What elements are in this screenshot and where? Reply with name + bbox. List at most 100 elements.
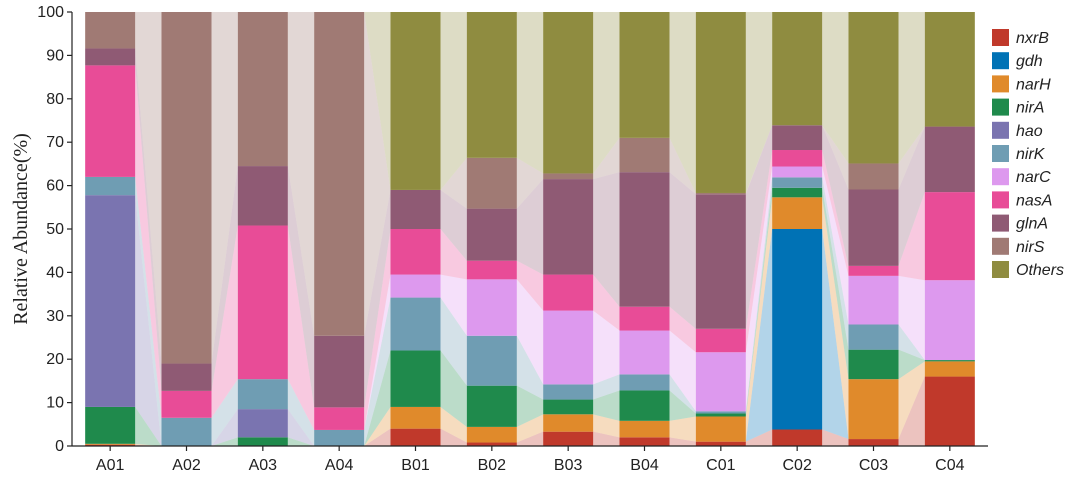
bar-b04-nirk	[619, 374, 670, 391]
legend-label-glna: glnA	[1016, 216, 1048, 233]
bar-c01-nasa	[695, 328, 746, 353]
flow-narh-c03	[898, 361, 925, 440]
legend-label-nira: nirA	[1016, 100, 1044, 117]
flow-nirs-a01	[135, 12, 162, 364]
flow-nirs-b02	[516, 157, 544, 209]
x-tick-label: A01	[96, 457, 125, 474]
bar-c04-nxrb	[924, 376, 975, 446]
y-tick-label: 20	[46, 351, 64, 368]
flow-others-a04	[364, 12, 391, 190]
x-tick-label: B04	[630, 457, 659, 474]
bar-c04-narc	[924, 280, 975, 361]
flow-narh-b01	[440, 406, 467, 443]
bar-a01-nirs	[85, 12, 136, 49]
y-tick-label: 90	[46, 47, 64, 64]
legend-label-nirk: nirK	[1016, 146, 1046, 163]
flow-nirs-b03	[593, 137, 620, 180]
x-tick-label: C02	[782, 457, 811, 474]
bar-c04-nasa	[924, 192, 975, 281]
bar-b04-nirs	[619, 137, 670, 173]
bar-c02-nirk	[772, 177, 823, 188]
x-tick-label: C04	[935, 457, 964, 474]
flow-nxrb-a04	[364, 428, 391, 446]
legend-label-gdh: gdh	[1016, 53, 1043, 70]
bar-a01-hao	[85, 195, 136, 407]
axes: 0 10 20 30 40 50 60 70 80 90 100 A01 A02 A03 A04 B01 B02…	[37, 4, 988, 474]
y-tick-label: 60	[46, 178, 64, 195]
bar-a02-nirk	[161, 417, 212, 446]
legend-label-nxrb: nxrB	[1016, 30, 1049, 47]
bar-b02-nasa	[466, 260, 517, 280]
bar-c02-narc	[772, 166, 823, 178]
bar-c02-nxrb	[772, 429, 823, 446]
bar-b04-glna	[619, 172, 670, 307]
bar-b03-nirk	[543, 384, 594, 400]
bar-c02-others	[772, 12, 823, 126]
flow-nira-a04	[364, 350, 391, 446]
flow-nxrb-c02	[822, 429, 849, 446]
flow-nirk-a03	[287, 379, 315, 446]
bar-a04-nasa	[314, 407, 365, 430]
flow-nirk-a02	[211, 379, 238, 446]
flow-glna-a03	[287, 166, 315, 408]
flow-nira-b02	[516, 385, 544, 427]
bar-a03-nirk	[237, 379, 288, 410]
legend-swatch-glna	[992, 214, 1009, 232]
flow-nira-b04	[669, 390, 696, 421]
flow-others-c01	[745, 12, 773, 193]
bar-a04-nirk	[314, 429, 365, 446]
bar-c01-others	[695, 12, 746, 193]
flow-nxrb-b02	[516, 431, 544, 446]
legend-swatch-gdh	[992, 52, 1009, 70]
bar-c02-nasa	[772, 150, 823, 167]
flow-nirk-c03	[898, 324, 925, 361]
bar-c01-nira	[695, 413, 746, 417]
flow-narh-b03	[593, 414, 620, 438]
bar-c03-narh	[848, 379, 899, 440]
bar-b04-narh	[619, 420, 670, 438]
bar-b04-narc	[619, 330, 670, 375]
flow-narc-c02	[822, 166, 849, 325]
flow-nira-b03	[593, 390, 620, 421]
flow-nirs-c03	[898, 126, 925, 190]
bar-a04-glna	[314, 335, 365, 408]
flow-nasa-b01	[440, 229, 467, 280]
flow-narc-b02	[516, 279, 544, 385]
flow-nirk-c02	[822, 177, 849, 350]
bar-a02-glna	[161, 363, 212, 391]
bar-c02-nira	[772, 187, 823, 198]
legend-swatch-others	[992, 261, 1009, 278]
bar-c03-nirs	[848, 163, 899, 190]
flow-nirs-c01	[745, 125, 773, 195]
bar-b02-narh	[466, 426, 517, 443]
flow-nirs-b04	[669, 137, 696, 195]
flow-narh-a01	[135, 443, 162, 446]
bar-a03-hao	[237, 409, 288, 438]
legend-label-hao: hao	[1016, 123, 1043, 140]
bar-b02-nirk	[466, 335, 517, 386]
bar-c04-narh	[924, 361, 975, 377]
flow-narc-c01	[745, 166, 773, 412]
bar-b02-narc	[466, 279, 517, 336]
bar-c01-narh	[695, 416, 746, 442]
legend-label-narc: narC	[1016, 169, 1051, 186]
bar-a01-nasa	[85, 65, 136, 177]
bar-b01-nirk	[390, 297, 441, 351]
legend-label-nasa: nasA	[1016, 192, 1052, 209]
flow-nasa-a01	[135, 65, 162, 418]
y-tick-label: 30	[46, 308, 64, 325]
x-tick-label: A04	[325, 457, 354, 474]
y-tick-label: 80	[46, 91, 64, 108]
flow-gdh-c02	[822, 229, 849, 440]
flow-narc-b03	[593, 310, 620, 385]
bar-c01-nirs	[695, 192, 746, 195]
bar-c03-nxrb	[848, 439, 899, 446]
legend-label-narh: narH	[1016, 76, 1051, 93]
bar-b01-narc	[390, 274, 441, 298]
flow-nirs-a03	[287, 12, 315, 336]
bar-b03-glna	[543, 179, 594, 275]
flow-nirk-a04	[364, 297, 391, 446]
bar-a01-nirk	[85, 176, 136, 196]
legend-swatch-nira	[992, 98, 1009, 116]
bar-a03-nasa	[237, 225, 288, 380]
